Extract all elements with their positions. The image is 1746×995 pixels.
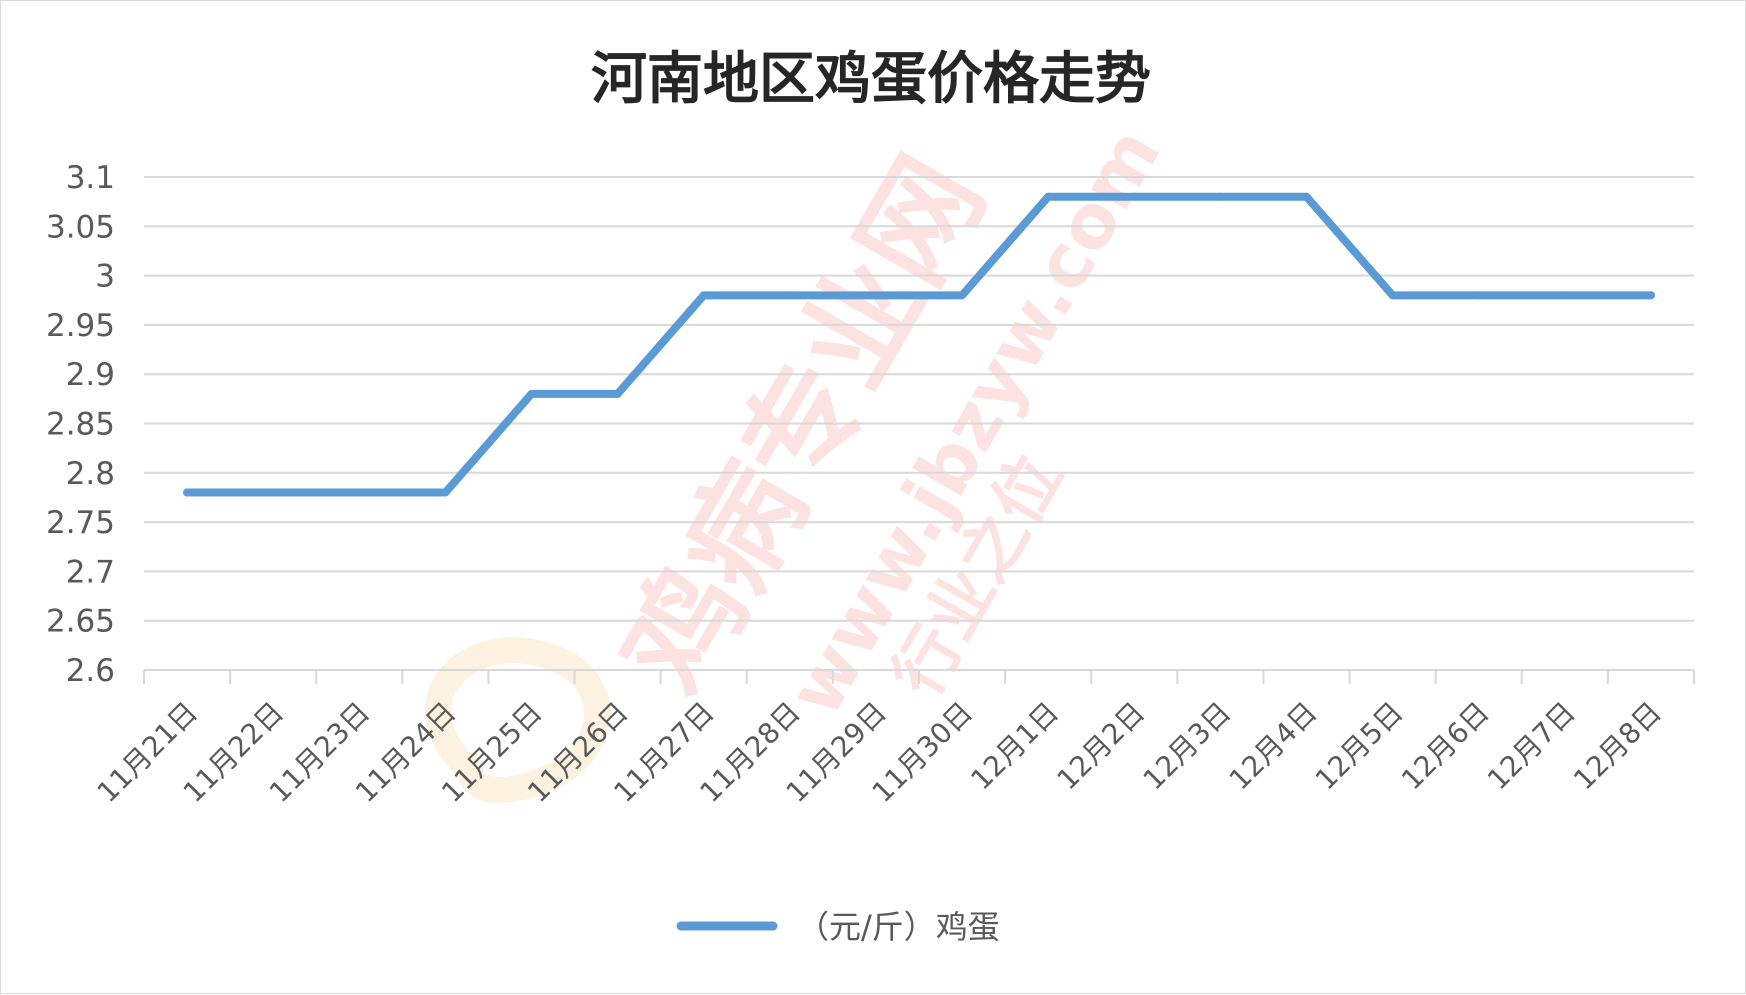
watermark: 鸡病专业网 www.jbzyw.com 行业之位: [425, 114, 1177, 803]
y-tick-label: 2.95: [46, 308, 115, 344]
data-point: [1044, 192, 1053, 201]
data-point: [441, 488, 450, 497]
x-tick-label: 12月5日: [1309, 696, 1410, 797]
y-tick-label: 2.7: [66, 554, 115, 590]
x-tick-label: 12月3日: [1137, 696, 1238, 797]
data-point: [613, 389, 622, 398]
data-point: [527, 389, 536, 398]
legend: （元/斤）鸡蛋: [676, 908, 1000, 946]
y-tick-label: 3.1: [66, 160, 115, 196]
watermark-swirl: [425, 637, 611, 803]
data-point: [871, 291, 880, 300]
x-axis-tick-labels: 11月21日11月22日11月23日11月24日11月25日11月26日11月2…: [91, 696, 1668, 809]
y-tick-label: 3.05: [46, 209, 115, 245]
data-point: [958, 291, 967, 300]
y-tick-label: 2.9: [66, 357, 115, 393]
y-tick-label: 3: [95, 259, 115, 295]
x-tick-label: 12月8日: [1567, 696, 1668, 797]
data-point: [1130, 192, 1139, 201]
y-tick-label: 2.75: [46, 505, 115, 541]
series-layer: [183, 192, 1655, 497]
data-point: [355, 488, 364, 497]
y-tick-label: 2.8: [66, 456, 115, 492]
y-tick-label: 2.85: [46, 407, 115, 443]
x-tick-label: 12月6日: [1395, 696, 1496, 797]
data-point: [699, 291, 708, 300]
data-point: [1216, 192, 1225, 201]
data-point: [183, 488, 192, 497]
series-line: [183, 192, 1655, 497]
y-tick-label: 2.6: [66, 653, 115, 689]
data-point: [1560, 291, 1569, 300]
y-tick-label: 2.65: [46, 604, 115, 640]
data-point: [1388, 291, 1397, 300]
x-tick-label: 12月1日: [964, 696, 1065, 797]
x-tick-label: 12月4日: [1223, 696, 1324, 797]
data-point: [269, 488, 278, 497]
data-point: [785, 291, 794, 300]
x-tick-label: 12月2日: [1050, 696, 1151, 797]
x-axis: [143, 669, 1695, 684]
gridlines: [144, 176, 1694, 622]
x-tick-label: 12月7日: [1481, 696, 1582, 797]
legend-label: （元/斤）鸡蛋: [797, 908, 1000, 946]
chart-title: 河南地区鸡蛋价格走势: [591, 46, 1151, 112]
data-point: [1474, 291, 1483, 300]
y-axis-tick-labels: 2.6 2.65 2.7 2.75 2.8 2.85 2.9 2.95 3 3.05 3.1: [46, 160, 115, 689]
data-point: [1302, 192, 1311, 201]
data-point: [1646, 291, 1655, 300]
